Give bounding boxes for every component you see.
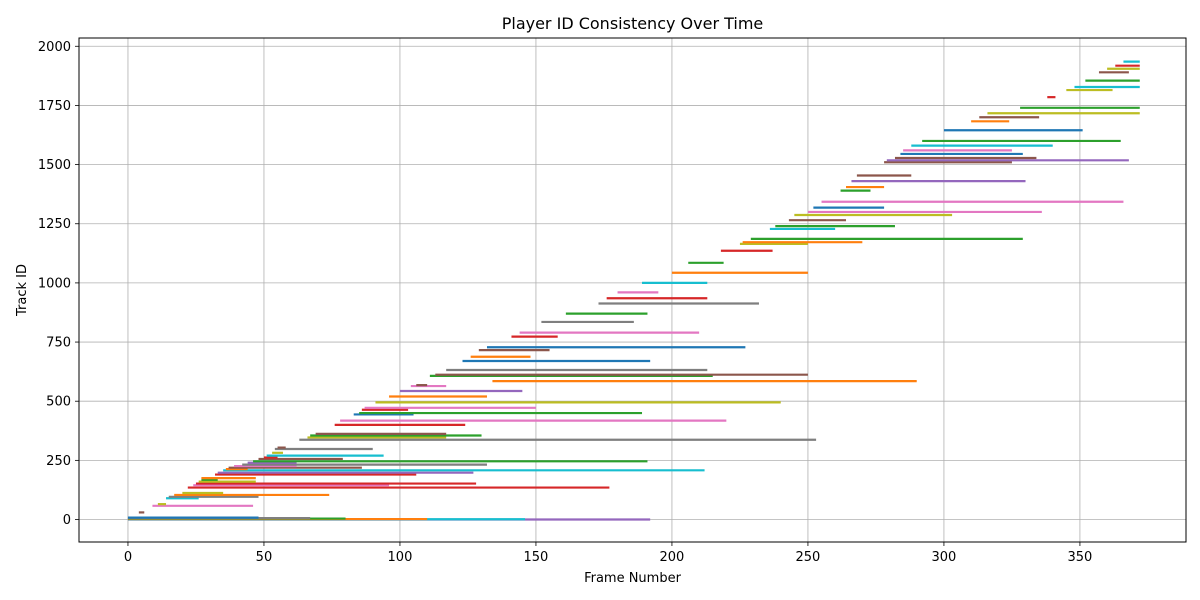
y-tick-label: 2000 bbox=[38, 40, 71, 55]
x-tick-label: 350 bbox=[1068, 550, 1093, 565]
x-tick-label: 100 bbox=[388, 550, 413, 565]
x-axis-label: Frame Number bbox=[584, 571, 682, 586]
grid-layer bbox=[79, 38, 1186, 542]
x-tick-label: 300 bbox=[932, 550, 957, 565]
segment-layer bbox=[127, 60, 1140, 521]
chart-title: Player ID Consistency Over Time bbox=[502, 14, 764, 33]
y-tick-label: 750 bbox=[46, 336, 71, 351]
plot-frame bbox=[78, 37, 1187, 543]
x-tick-label: 250 bbox=[796, 550, 821, 565]
y-tick-label: 500 bbox=[46, 395, 71, 410]
x-tick-label: 150 bbox=[524, 550, 549, 565]
y-axis-label: Track ID bbox=[15, 264, 30, 317]
tick-layer: 0 50 100 150 200 250 300 350 0 250 500 750 1000 1250 1… bbox=[38, 40, 1092, 565]
y-tick-label: 1750 bbox=[38, 99, 71, 114]
x-tick-label: 0 bbox=[124, 550, 132, 565]
y-tick-label: 1250 bbox=[38, 217, 71, 232]
y-tick-label: 1500 bbox=[38, 158, 71, 173]
y-tick-label: 1000 bbox=[38, 276, 71, 291]
y-tick-label: 0 bbox=[63, 513, 71, 528]
x-tick-label: 50 bbox=[256, 550, 273, 565]
x-tick-label: 200 bbox=[660, 550, 685, 565]
y-tick-label: 250 bbox=[46, 454, 71, 469]
